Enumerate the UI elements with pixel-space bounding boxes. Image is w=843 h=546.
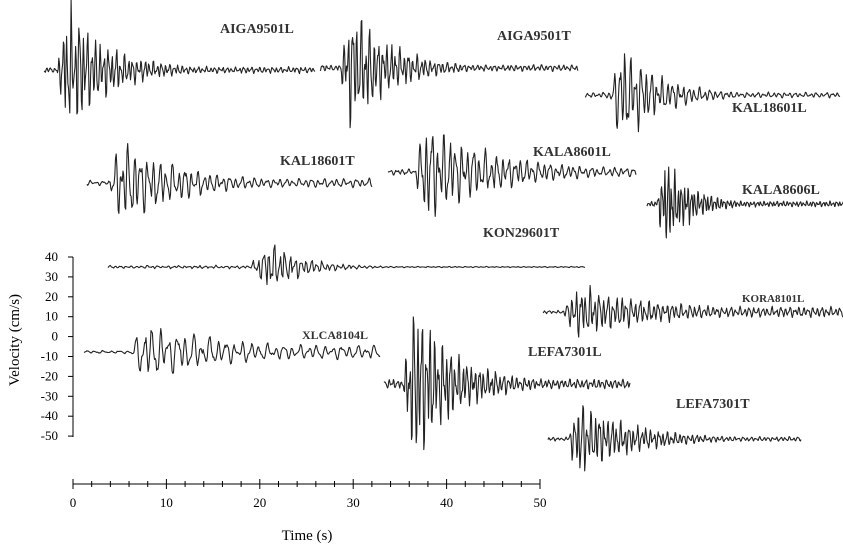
trace-lefa7301t	[547, 405, 802, 472]
trace-label-lefa7301l: LEFA7301L	[528, 345, 602, 360]
trace-label-kal18601l: KAL18601L	[732, 101, 807, 116]
traces-layer	[43, 0, 843, 472]
trace-label-lefa7301t: LEFA7301T	[676, 397, 750, 412]
x-tick-label: 20	[253, 495, 266, 510]
y-tick-label: 20	[45, 289, 58, 304]
x-minor-ticks	[91, 481, 522, 487]
trace-label-kala8601l: KALA8601L	[533, 145, 611, 160]
y-axis-title: Velocity (cm/s)	[7, 294, 23, 386]
y-tick-label: -20	[41, 368, 58, 383]
trace-lefa7301l	[383, 316, 631, 451]
x-axis-title: Time (s)	[282, 528, 333, 544]
y-tick-label: -10	[41, 349, 58, 364]
trace-label-xlca8104l: XLCA8104L	[302, 328, 368, 342]
trace-kal18601l	[584, 53, 841, 133]
y-tick-labels: 40 30 20 10 0 -10 -20 -30 -40 -50	[41, 249, 73, 443]
x-tick-label: 40	[440, 495, 453, 510]
y-tick-label: 40	[45, 249, 58, 264]
y-tick-label: -30	[41, 388, 58, 403]
x-tick-label: 50	[534, 495, 547, 510]
x-tick-label: 30	[347, 495, 360, 510]
trace-xlca8104l	[83, 328, 381, 374]
trace-label-aiga9501t: AIGA9501T	[497, 29, 572, 44]
trace-label-kal18601t: KAL18601T	[280, 154, 355, 169]
trace-kala8601l	[387, 134, 637, 217]
y-tick-label: 10	[45, 309, 58, 324]
trace-label-kora8101l: KORA8101L	[742, 293, 804, 305]
trace-kora8101l	[542, 284, 843, 338]
y-tick-label: -40	[41, 408, 58, 423]
trace-label-aiga9501l: AIGA9501L	[220, 22, 294, 37]
y-tick-label: 30	[45, 269, 58, 284]
trace-kal18601t	[86, 142, 373, 214]
x-tick-labels: 0 10 20 30 40 50	[70, 479, 547, 510]
trace-aiga9501l	[43, 0, 316, 115]
x-tick-label: 10	[160, 495, 173, 510]
trace-aiga9501t	[319, 19, 579, 129]
y-tick-label: -50	[41, 428, 58, 443]
trace-label-kon29601t: KON29601T	[483, 226, 560, 241]
trace-kon29601t	[107, 244, 586, 286]
trace-kala8606l	[646, 166, 843, 239]
x-tick-label: 0	[70, 495, 77, 510]
axes: 40 30 20 10 0 -10 -20 -30 -40 -50 0 10 20 30 40 50 Tim…	[7, 249, 547, 544]
trace-label-kala8606l: KALA8606L	[742, 183, 820, 198]
trace-labels: AIGA9501L AIGA9501T KAL18601L KAL18601T KALA…	[220, 22, 820, 412]
y-tick-label: 0	[52, 329, 59, 344]
